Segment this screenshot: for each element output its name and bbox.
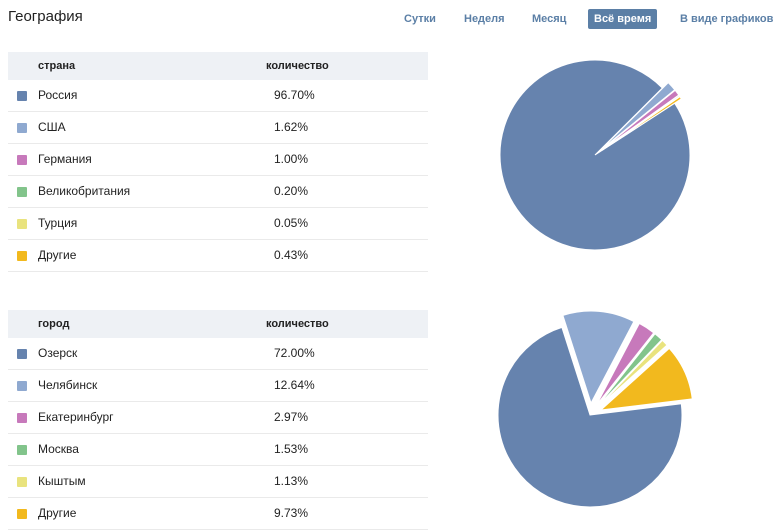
city-value: 12.64% [274, 378, 315, 392]
legend-swatch [17, 349, 27, 359]
country-value: 0.43% [274, 248, 309, 262]
pie-slice-3[interactable] [587, 322, 661, 406]
cities-table: город количество Озерск 72.00% Челябинск… [8, 310, 428, 530]
country-value: 96.70% [274, 88, 315, 102]
countries-pie-chart [499, 59, 691, 251]
tab-month[interactable]: Месяц [532, 13, 567, 25]
city-column-header[interactable]: город [38, 318, 70, 330]
table-row: Турция 0.05% [8, 208, 428, 240]
table-row: Кыштым 1.13% [8, 466, 428, 498]
legend-swatch [17, 477, 27, 487]
table-row: Челябинск 12.64% [8, 370, 428, 402]
legend-swatch [17, 445, 27, 455]
city-value: 1.53% [274, 442, 309, 456]
pie-slice-4[interactable] [590, 333, 669, 407]
pie-slice-5[interactable] [592, 339, 674, 408]
country-column-header[interactable]: страна [38, 60, 76, 72]
country-name: США [38, 120, 66, 134]
tab-week[interactable]: Неделя [464, 13, 505, 25]
legend-swatch [17, 123, 27, 133]
legend-swatch [17, 251, 27, 261]
pie-slice-6[interactable] [600, 95, 683, 151]
page-title: География [8, 8, 83, 25]
legend-swatch [17, 381, 27, 391]
table-row: Другие 9.73% [8, 498, 428, 530]
city-name: Кыштым [38, 474, 86, 488]
period-tabs: Сутки Неделя Месяц Всё время В виде граф… [0, 9, 779, 31]
legend-swatch [17, 91, 27, 101]
tab-as-graphs[interactable]: В виде графиков [680, 13, 774, 25]
countries-table-header: страна количество [8, 52, 428, 80]
country-value: 0.05% [274, 216, 309, 230]
countries-table: страна количество Россия 96.70% США 1.62… [8, 52, 428, 272]
pie-slice-1[interactable] [488, 314, 693, 517]
table-row: США 1.62% [8, 112, 428, 144]
tab-day[interactable]: Сутки [404, 13, 436, 25]
city-name: Екатеринбург [38, 410, 114, 424]
legend-swatch [17, 413, 27, 423]
country-name: Другие [38, 248, 77, 262]
table-row: Другие 0.43% [8, 240, 428, 272]
city-name: Москва [38, 442, 79, 456]
city-name: Челябинск [38, 378, 98, 392]
country-name: Великобритания [38, 184, 131, 198]
country-value: 1.00% [274, 152, 309, 166]
country-name: Германия [38, 152, 92, 166]
pie-slice-2[interactable] [590, 81, 680, 151]
tab-all-time[interactable]: Всё время [588, 9, 658, 29]
table-row: Великобритания 0.20% [8, 176, 428, 208]
table-row: Россия 96.70% [8, 80, 428, 112]
pie-slice-1[interactable] [464, 24, 727, 287]
table-row: Германия 1.00% [8, 144, 428, 176]
country-value: 1.62% [274, 120, 309, 134]
cities-table-header: город количество [8, 310, 428, 338]
country-name: Турция [38, 216, 78, 230]
city-name: Другие [38, 506, 77, 520]
legend-swatch [17, 509, 27, 519]
table-row: Екатеринбург 2.97% [8, 402, 428, 434]
table-row: Озерск 72.00% [8, 338, 428, 370]
table-row: Москва 1.53% [8, 434, 428, 466]
pie-slice-6[interactable] [594, 346, 693, 411]
pie-slice-2[interactable] [562, 305, 643, 405]
legend-swatch [17, 187, 27, 197]
legend-swatch [17, 219, 27, 229]
city-name: Озерск [38, 346, 78, 360]
city-value: 2.97% [274, 410, 309, 424]
legend-swatch [17, 155, 27, 165]
count-column-header[interactable]: количество [266, 318, 329, 330]
city-value: 72.00% [274, 346, 315, 360]
count-column-header[interactable]: количество [266, 60, 329, 72]
country-value: 0.20% [274, 184, 309, 198]
city-value: 1.13% [274, 474, 309, 488]
country-name: Россия [38, 88, 78, 102]
city-value: 9.73% [274, 506, 309, 520]
cities-pie-chart [488, 305, 693, 517]
